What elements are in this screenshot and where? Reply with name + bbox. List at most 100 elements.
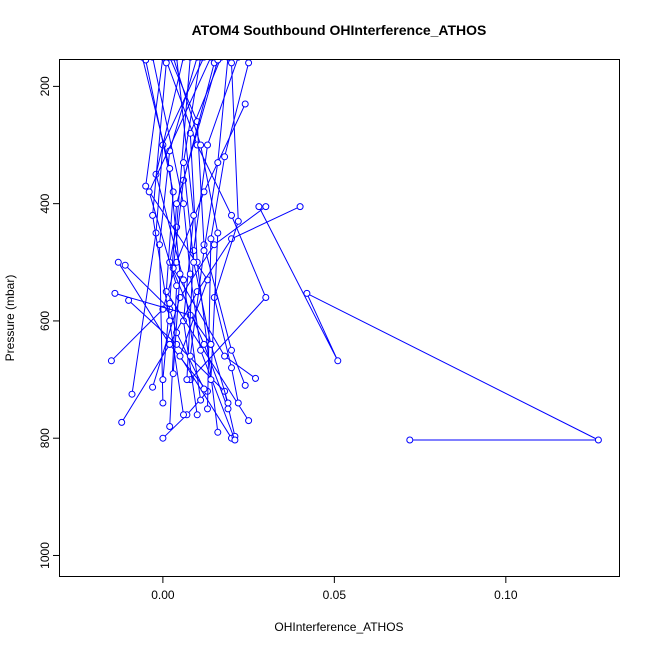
data-point [190, 247, 198, 255]
data-point [234, 217, 242, 225]
series-30 [149, 60, 187, 419]
series-24 [171, 60, 222, 384]
data-point [180, 276, 187, 284]
data-point [228, 346, 235, 354]
data-point [162, 60, 170, 67]
x-axis-label: OHInterference_ATHOS [274, 620, 403, 634]
y-axis-label: Pressure (mbar) [3, 275, 17, 362]
series-28 [159, 60, 222, 384]
data-point [149, 383, 157, 391]
series-13 [142, 60, 253, 425]
y-tick-label: 600 [38, 311, 52, 331]
data-point [245, 60, 253, 67]
data-point [228, 364, 235, 372]
y-axis: 200 400 600 800 1000 [38, 76, 60, 569]
series-line [186, 60, 238, 380]
plot-area [107, 48, 602, 444]
data-point [149, 211, 157, 219]
data-point [241, 381, 249, 389]
series-12 [174, 60, 201, 419]
data-point [111, 289, 119, 297]
data-point [118, 418, 126, 426]
data-point [197, 346, 205, 354]
data-point [176, 352, 184, 360]
data-point [166, 340, 174, 348]
data-point [173, 340, 181, 348]
x-tick-label: 0.10 [494, 588, 518, 602]
series-line [148, 60, 211, 427]
data-point [231, 436, 239, 444]
data-point [241, 100, 249, 108]
data-point [214, 229, 222, 237]
plot-frame [59, 59, 620, 577]
data-point [171, 60, 176, 61]
data-point [197, 396, 205, 404]
data-point [142, 182, 150, 190]
data-point [303, 289, 311, 297]
data-point [114, 258, 122, 266]
x-axis: 0.00 0.05 0.10 [151, 576, 518, 602]
series-line [176, 60, 198, 415]
data-point [210, 241, 218, 249]
data-point [166, 317, 174, 325]
data-point [406, 436, 414, 444]
series-26 [186, 60, 230, 360]
data-point [224, 399, 232, 407]
series-line [173, 60, 219, 380]
data-point [183, 376, 191, 384]
data-point [190, 258, 198, 266]
data-point [190, 211, 198, 219]
data-point [255, 203, 263, 211]
data-point [198, 60, 203, 61]
data-point [159, 434, 167, 442]
data-point [166, 423, 174, 430]
data-point [226, 60, 230, 61]
data-point [252, 374, 259, 382]
data-point [207, 340, 215, 348]
data-point [207, 376, 215, 384]
y-tick-label: 800 [38, 428, 52, 448]
data-point [262, 203, 270, 211]
data-point [107, 357, 115, 365]
series-line [162, 60, 219, 380]
series-line [114, 292, 229, 404]
y-tick-label: 1000 [38, 542, 52, 569]
data-point [208, 60, 213, 61]
data-point [228, 60, 235, 67]
data-point [195, 60, 200, 61]
data-point [142, 60, 150, 64]
data-point [197, 141, 205, 149]
data-point [160, 48, 166, 54]
data-point [214, 60, 222, 64]
series-11 [204, 60, 253, 413]
data-point [262, 294, 270, 301]
y-tick-label: 200 [38, 76, 52, 96]
series-line [128, 300, 236, 437]
data-point [160, 60, 165, 61]
data-point [167, 60, 172, 61]
data-point [188, 60, 193, 61]
series-line [182, 60, 212, 345]
data-point [594, 436, 602, 444]
data-point [224, 405, 232, 413]
series-22 [156, 60, 200, 407]
data-point [169, 370, 177, 378]
data-point [204, 141, 211, 149]
data-point [214, 428, 222, 436]
series-27 [140, 60, 184, 378]
series-25 [145, 60, 213, 430]
data-point [200, 340, 208, 348]
data-point [181, 60, 186, 61]
data-point [159, 399, 167, 407]
x-tick-label: 0.05 [323, 588, 347, 602]
data-point [176, 270, 184, 278]
data-point [214, 159, 222, 167]
series-line [111, 103, 246, 362]
data-point [186, 352, 194, 360]
chart-title: ATOM4 Southbound OHInterference_ATHOS [192, 22, 487, 38]
data-point [207, 235, 215, 243]
data-point [228, 211, 235, 219]
data-point [234, 399, 242, 407]
data-point [180, 411, 187, 419]
data-point [221, 153, 229, 161]
